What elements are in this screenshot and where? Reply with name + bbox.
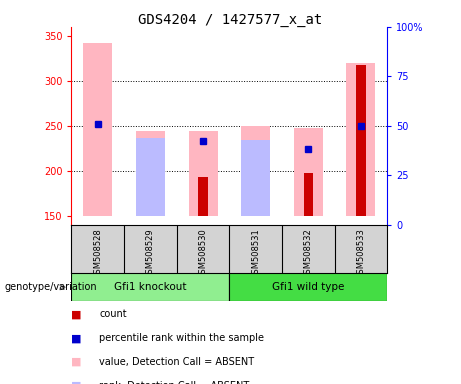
Text: ■: ■: [71, 357, 82, 367]
Text: Gfi1 wild type: Gfi1 wild type: [272, 282, 344, 292]
FancyArrowPatch shape: [60, 285, 65, 290]
Text: ■: ■: [71, 310, 82, 319]
Text: GSM508532: GSM508532: [304, 228, 313, 279]
Bar: [229, 273, 387, 301]
Bar: [136, 138, 165, 216]
Bar: [356, 65, 366, 216]
Text: percentile rank within the sample: percentile rank within the sample: [99, 333, 264, 343]
Bar: [71, 273, 230, 301]
Text: count: count: [99, 310, 127, 319]
Text: GSM508531: GSM508531: [251, 228, 260, 279]
Bar: [83, 43, 112, 216]
Text: rank, Detection Call = ABSENT: rank, Detection Call = ABSENT: [99, 381, 249, 384]
Bar: [198, 177, 208, 216]
Text: GSM508529: GSM508529: [146, 228, 155, 279]
Bar: [189, 131, 218, 216]
Bar: [347, 63, 375, 216]
Bar: [294, 127, 323, 216]
Bar: [136, 131, 165, 216]
Text: GSM508533: GSM508533: [356, 228, 366, 279]
Text: ■: ■: [71, 333, 82, 343]
Text: ■: ■: [71, 381, 82, 384]
Text: value, Detection Call = ABSENT: value, Detection Call = ABSENT: [99, 357, 254, 367]
Text: GSM508530: GSM508530: [199, 228, 207, 279]
Bar: [241, 126, 270, 216]
Text: GSM508528: GSM508528: [93, 228, 102, 279]
Text: genotype/variation: genotype/variation: [5, 282, 97, 292]
Text: GDS4204 / 1427577_x_at: GDS4204 / 1427577_x_at: [138, 13, 323, 27]
Text: Gfi1 knockout: Gfi1 knockout: [114, 282, 187, 292]
Bar: [303, 174, 313, 216]
Bar: [241, 140, 270, 216]
